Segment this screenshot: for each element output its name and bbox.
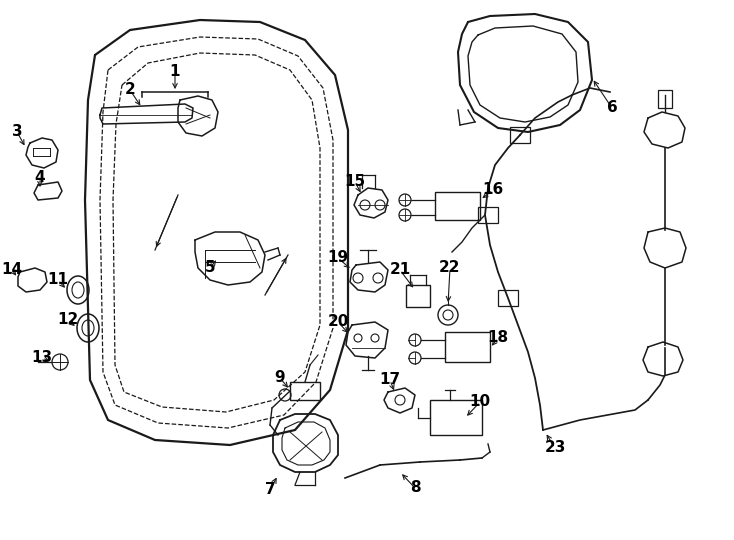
Text: 13: 13 (32, 350, 53, 366)
Text: 5: 5 (205, 260, 215, 275)
Text: 1: 1 (170, 64, 181, 79)
Bar (406, 285, 430, 307)
Text: 10: 10 (470, 395, 490, 409)
Text: 12: 12 (57, 313, 79, 327)
Bar (498, 290, 518, 306)
Text: 21: 21 (389, 262, 410, 278)
Text: 22: 22 (439, 260, 461, 275)
Text: 3: 3 (12, 125, 22, 139)
Bar (510, 127, 530, 143)
Text: 7: 7 (265, 483, 275, 497)
Bar (290, 382, 320, 400)
Bar (478, 207, 498, 223)
Text: 6: 6 (606, 100, 617, 116)
Text: 14: 14 (1, 262, 23, 278)
Text: 17: 17 (379, 373, 401, 388)
Text: 9: 9 (275, 370, 286, 386)
Text: 11: 11 (48, 273, 68, 287)
Text: 15: 15 (344, 174, 366, 190)
Bar (435, 192, 480, 220)
Text: 19: 19 (327, 251, 349, 266)
Text: 18: 18 (487, 330, 509, 346)
Bar (430, 400, 482, 435)
Bar (658, 90, 672, 108)
Text: 16: 16 (482, 183, 504, 198)
Text: 23: 23 (545, 441, 566, 456)
Text: 4: 4 (34, 171, 46, 186)
Text: 20: 20 (327, 314, 349, 329)
Bar (445, 332, 490, 362)
Text: 2: 2 (125, 83, 135, 98)
Text: 8: 8 (410, 481, 421, 496)
